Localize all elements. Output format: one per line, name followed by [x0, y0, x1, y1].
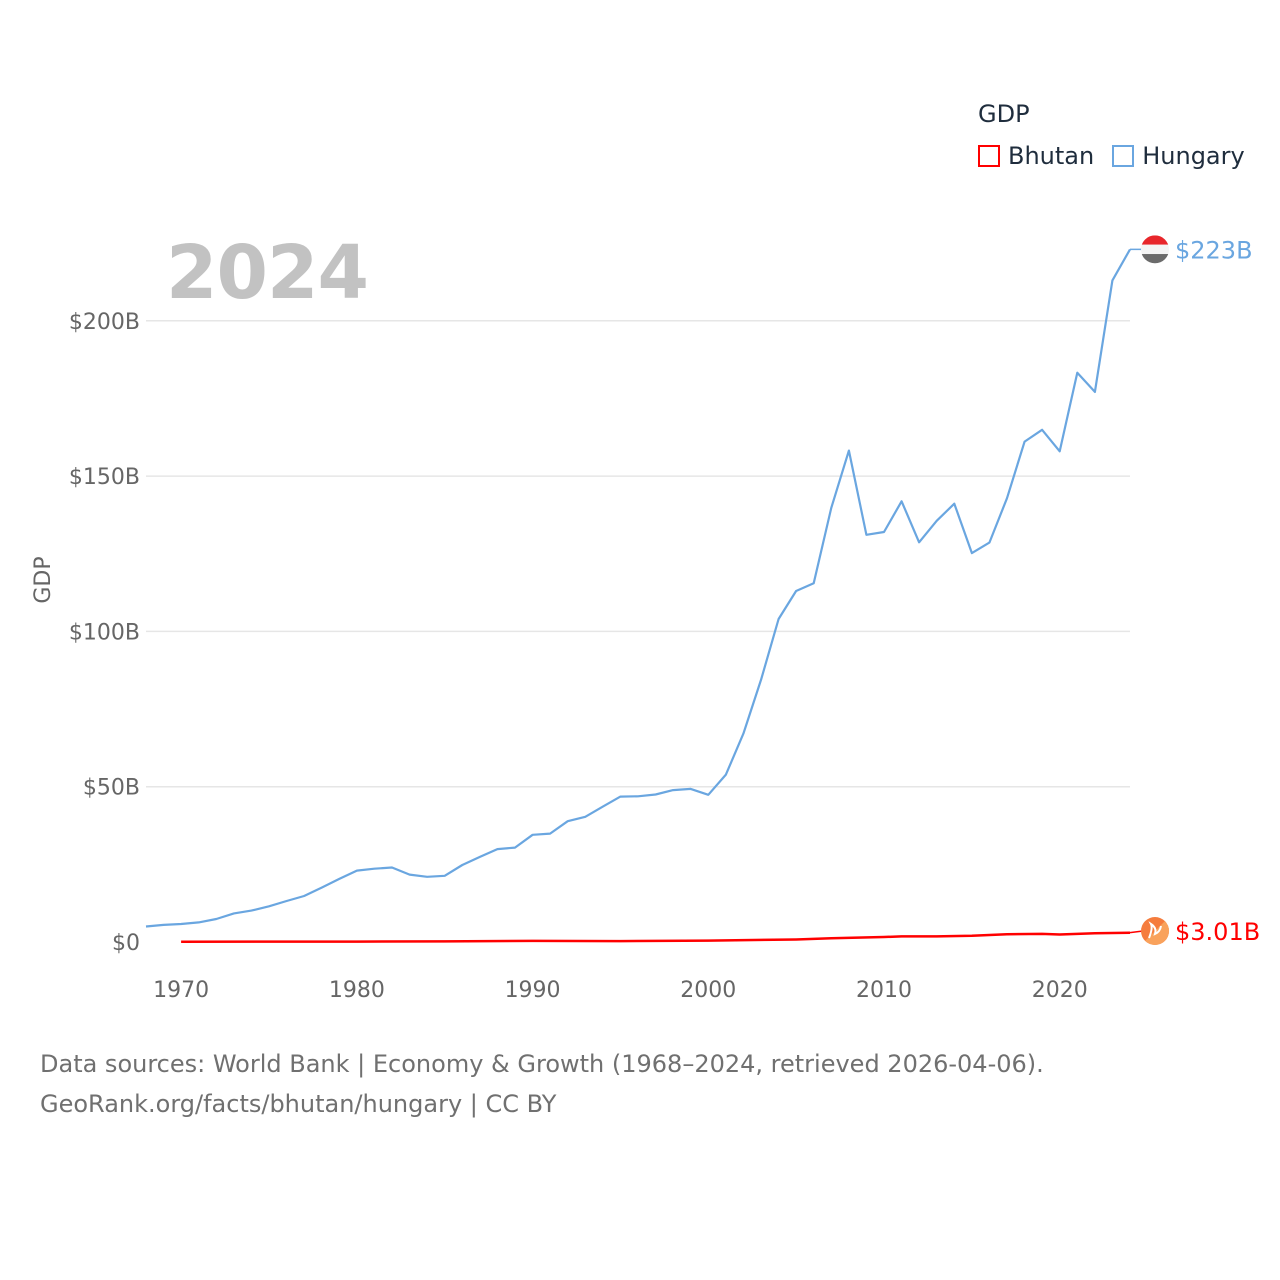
legend-label-hungary: Hungary — [1142, 142, 1245, 170]
legend-swatch-bhutan — [978, 145, 1000, 167]
hungary-flag-icon — [1141, 235, 1169, 264]
legend-title: GDP — [978, 100, 1030, 128]
footer: Data sources: World Bank | Economy & Gro… — [40, 1044, 1044, 1124]
series-line-bhutan — [181, 931, 1131, 943]
x-tick-label: 1980 — [329, 978, 385, 1003]
y-tick-label: $50B — [83, 776, 140, 801]
x-tick-label: 2000 — [680, 978, 736, 1003]
legend-item-bhutan[interactable]: Bhutan — [978, 142, 1094, 170]
legend-item-hungary[interactable]: Hungary — [1112, 142, 1245, 170]
series-line-hungary — [145, 248, 1131, 928]
year-overlay: 2024 — [166, 230, 369, 316]
end-value-label-hungary: $223B — [1175, 236, 1253, 264]
y-tick-label: $200B — [69, 310, 140, 335]
x-tick-label: 1970 — [153, 978, 209, 1003]
bhutan-flag-icon — [1141, 917, 1169, 945]
legend: Bhutan Hungary — [978, 142, 1263, 170]
footer-sources: Data sources: World Bank | Economy & Gro… — [40, 1050, 1044, 1078]
y-tick-label: $0 — [112, 931, 140, 956]
x-tick-label: 1990 — [505, 978, 561, 1003]
legend-label-bhutan: Bhutan — [1008, 142, 1095, 170]
legend-swatch-hungary — [1112, 145, 1135, 167]
x-tick-label: 2020 — [1032, 978, 1088, 1003]
y-tick-label: $100B — [69, 620, 140, 645]
y-tick-label: $150B — [69, 465, 140, 490]
end-value-label-bhutan: $3.01B — [1175, 918, 1260, 946]
end-connector-bhutan — [1129, 930, 1144, 934]
y-axis-label: GDP — [31, 556, 56, 603]
footer-link[interactable]: GeoRank.org/facts/bhutan/hungary | CC BY — [40, 1090, 557, 1118]
x-tick-label: 2010 — [856, 978, 912, 1003]
